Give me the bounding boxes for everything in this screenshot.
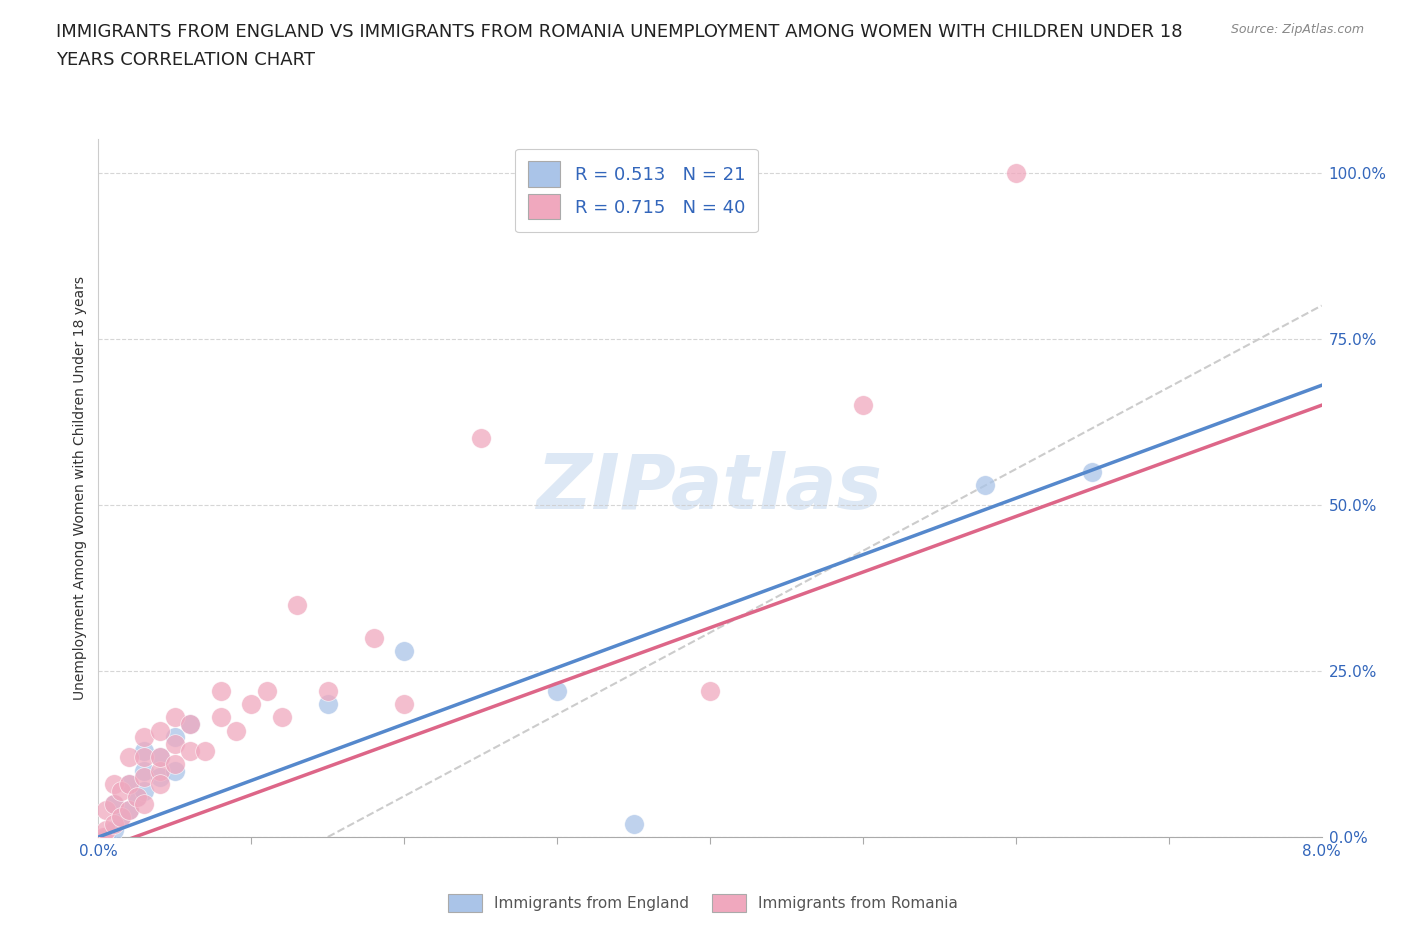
Point [103,796,125,811]
Point [94,823,117,838]
Point [125,790,148,804]
Point [316,697,339,711]
Point [194,743,217,758]
Point [134,783,156,798]
Point [149,777,172,791]
Point [149,770,172,785]
Point [316,684,339,698]
Text: Source: ZipAtlas.com: Source: ZipAtlas.com [1230,23,1364,36]
Point [110,810,132,825]
Point [285,597,308,612]
Point [110,783,132,798]
Text: YEARS CORRELATION CHART: YEARS CORRELATION CHART [56,51,315,69]
Point [118,803,141,817]
Point [163,730,186,745]
Point [134,750,156,764]
Point [118,777,141,791]
Point [240,697,263,711]
Point [103,817,125,831]
Point [94,830,117,844]
Point [179,743,201,758]
Point [149,750,172,764]
Point [125,790,148,804]
Point [118,777,141,791]
Point [392,697,416,711]
Point [134,730,156,745]
Point [623,817,645,831]
Point [179,717,201,732]
Point [225,724,247,738]
Point [134,770,156,785]
Text: ZIPatlas: ZIPatlas [537,451,883,525]
Point [103,796,125,811]
Point [256,684,278,698]
Point [163,756,186,771]
Legend: R = 0.513   N = 21, R = 0.715   N = 40: R = 0.513 N = 21, R = 0.715 N = 40 [515,149,758,232]
Point [470,431,492,445]
Point [392,644,416,658]
Point [1081,464,1104,479]
Point [91,830,114,844]
Point [134,764,156,778]
Point [974,477,997,492]
Point [163,737,186,751]
Point [149,764,172,778]
Point [270,710,294,724]
Point [209,710,232,724]
Point [149,750,172,764]
Point [118,803,141,817]
Point [179,717,201,732]
Point [699,684,721,698]
Point [134,796,156,811]
Point [163,710,186,724]
Legend: Immigrants from England, Immigrants from Romania: Immigrants from England, Immigrants from… [441,888,965,918]
Point [163,764,186,778]
Point [103,823,125,838]
Point [94,803,117,817]
Point [1004,166,1026,180]
Point [149,724,172,738]
Point [103,777,125,791]
Point [546,684,568,698]
Y-axis label: Unemployment Among Women with Children Under 18 years: Unemployment Among Women with Children U… [73,276,87,700]
Point [118,750,141,764]
Point [110,810,132,825]
Point [852,398,875,413]
Point [134,743,156,758]
Text: IMMIGRANTS FROM ENGLAND VS IMMIGRANTS FROM ROMANIA UNEMPLOYMENT AMONG WOMEN WITH: IMMIGRANTS FROM ENGLAND VS IMMIGRANTS FR… [56,23,1182,41]
Point [363,631,385,645]
Point [209,684,232,698]
